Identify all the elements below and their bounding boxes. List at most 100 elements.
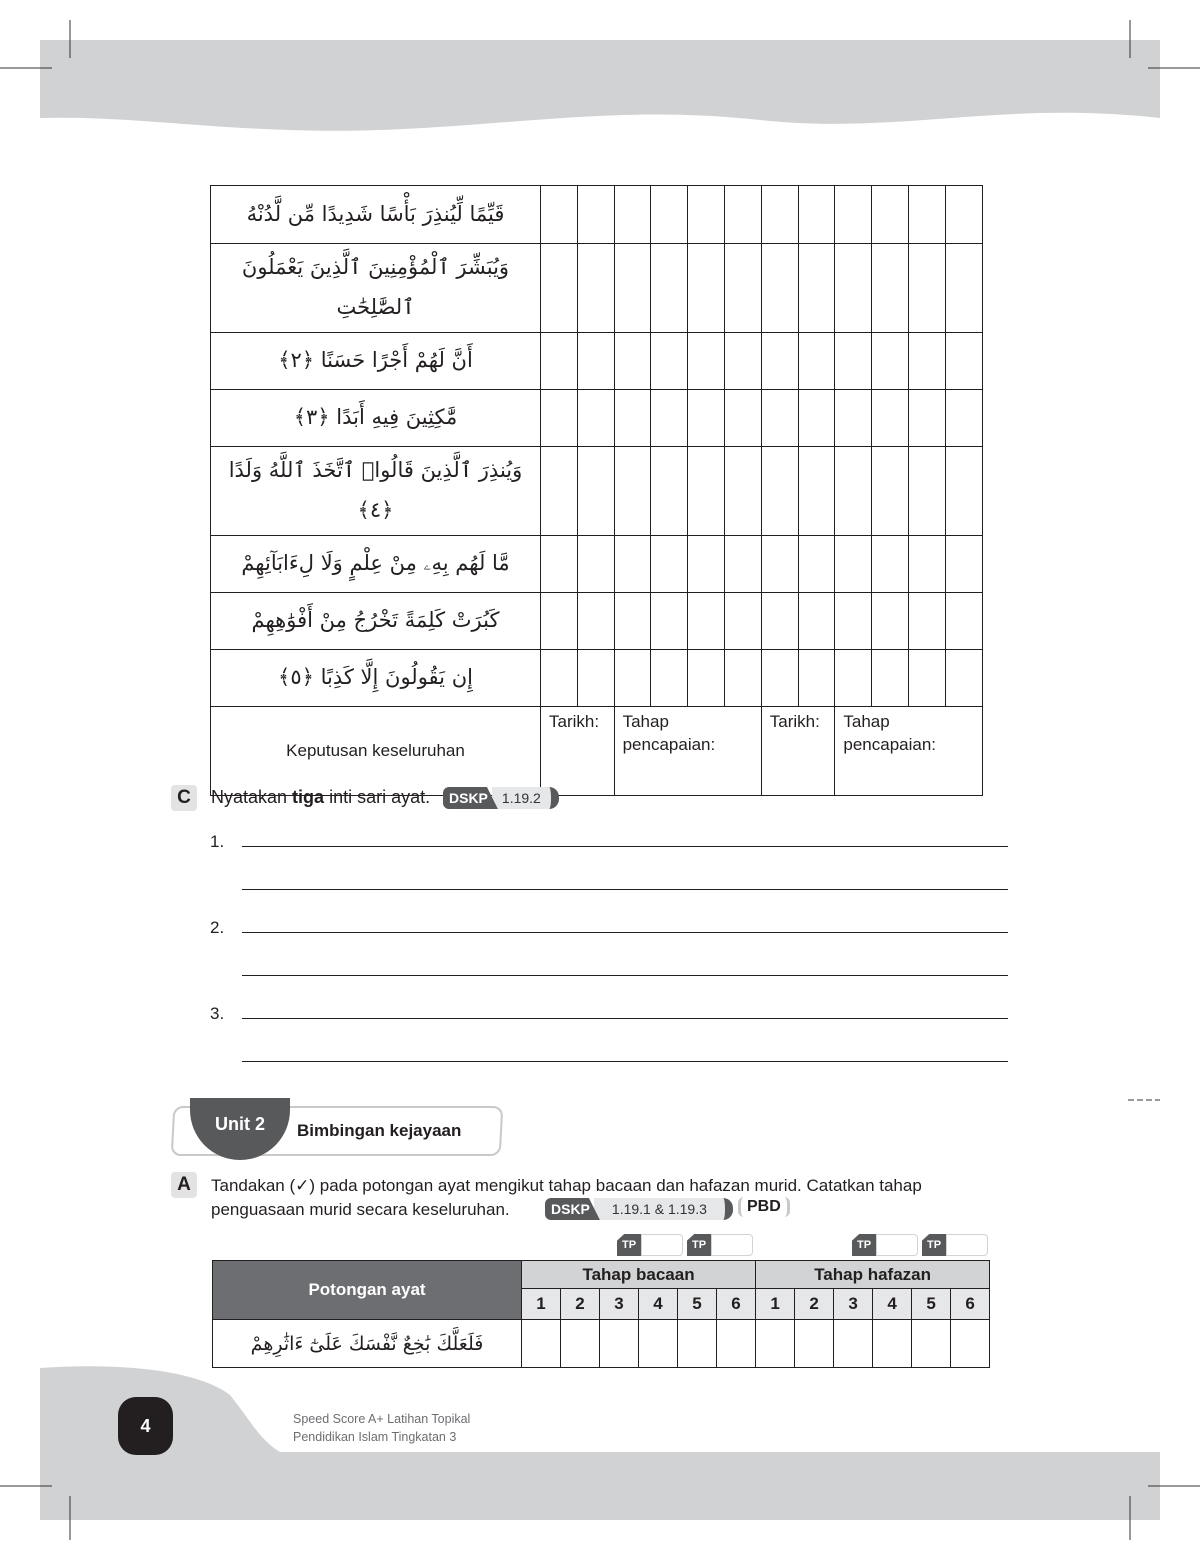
check-cell[interactable] — [760, 591, 799, 650]
check-cell[interactable] — [540, 648, 578, 707]
check-cell[interactable] — [650, 243, 689, 333]
check-cell[interactable] — [723, 591, 762, 650]
check-cell[interactable] — [871, 185, 909, 244]
date-field[interactable]: Tarikh: — [540, 705, 615, 796]
check-cell[interactable] — [944, 331, 983, 390]
check-cell[interactable] — [871, 445, 909, 536]
answer-line[interactable] — [242, 1018, 1008, 1019]
check-cell[interactable] — [650, 648, 689, 707]
answer-line[interactable] — [242, 975, 1008, 976]
check-cell[interactable] — [613, 591, 652, 650]
tp-box-hafazan-2[interactable]: TP — [922, 1234, 988, 1256]
check-cell[interactable] — [576, 388, 615, 447]
check-cell[interactable] — [687, 331, 725, 390]
check-cell[interactable] — [834, 648, 873, 707]
check-cell[interactable] — [613, 185, 652, 244]
answer-line[interactable] — [242, 889, 1008, 890]
check-cell[interactable] — [834, 445, 873, 536]
level-field[interactable]: Tahap pencapaian: — [834, 705, 983, 796]
check-cell[interactable] — [834, 185, 873, 244]
check-cell[interactable] — [911, 1319, 952, 1368]
check-cell[interactable] — [760, 534, 799, 593]
check-cell[interactable] — [576, 243, 615, 333]
check-cell[interactable] — [944, 534, 983, 593]
check-cell[interactable] — [797, 388, 836, 447]
level-field[interactable]: Tahap pencapaian: — [613, 705, 762, 796]
answer-line[interactable] — [242, 1061, 1008, 1062]
check-cell[interactable] — [613, 648, 652, 707]
check-cell[interactable] — [521, 1319, 561, 1368]
check-cell[interactable] — [907, 243, 946, 333]
check-cell[interactable] — [834, 331, 873, 390]
check-cell[interactable] — [638, 1319, 678, 1368]
check-cell[interactable] — [760, 331, 799, 390]
check-cell[interactable] — [871, 243, 909, 333]
check-cell[interactable] — [723, 388, 762, 447]
check-cell[interactable] — [540, 534, 578, 593]
check-cell[interactable] — [871, 534, 909, 593]
check-cell[interactable] — [755, 1319, 796, 1368]
check-cell[interactable] — [650, 331, 689, 390]
check-cell[interactable] — [723, 648, 762, 707]
check-cell[interactable] — [907, 534, 946, 593]
check-cell[interactable] — [650, 445, 689, 536]
check-cell[interactable] — [540, 331, 578, 390]
check-cell[interactable] — [650, 534, 689, 593]
check-cell[interactable] — [687, 185, 725, 244]
check-cell[interactable] — [797, 331, 836, 390]
check-cell[interactable] — [797, 591, 836, 650]
check-cell[interactable] — [760, 648, 799, 707]
check-cell[interactable] — [540, 445, 578, 536]
check-cell[interactable] — [540, 243, 578, 333]
check-cell[interactable] — [834, 534, 873, 593]
check-cell[interactable] — [613, 243, 652, 333]
check-cell[interactable] — [834, 243, 873, 333]
check-cell[interactable] — [613, 534, 652, 593]
check-cell[interactable] — [650, 388, 689, 447]
check-cell[interactable] — [797, 445, 836, 536]
check-cell[interactable] — [723, 185, 762, 244]
check-cell[interactable] — [687, 445, 725, 536]
check-cell[interactable] — [907, 445, 946, 536]
check-cell[interactable] — [613, 445, 652, 536]
check-cell[interactable] — [687, 388, 725, 447]
check-cell[interactable] — [576, 534, 615, 593]
check-cell[interactable] — [797, 185, 836, 244]
check-cell[interactable] — [950, 1319, 991, 1368]
check-cell[interactable] — [797, 648, 836, 707]
check-cell[interactable] — [907, 388, 946, 447]
check-cell[interactable] — [650, 591, 689, 650]
check-cell[interactable] — [871, 648, 909, 707]
check-cell[interactable] — [576, 185, 615, 244]
check-cell[interactable] — [540, 185, 578, 244]
check-cell[interactable] — [715, 1319, 757, 1368]
tp-box-hafazan-1[interactable]: TP — [852, 1234, 918, 1256]
check-cell[interactable] — [576, 648, 615, 707]
check-cell[interactable] — [687, 591, 725, 650]
check-cell[interactable] — [797, 243, 836, 333]
check-cell[interactable] — [760, 243, 799, 333]
date-field[interactable]: Tarikh: — [760, 705, 836, 796]
check-cell[interactable] — [723, 534, 762, 593]
check-cell[interactable] — [797, 534, 836, 593]
check-cell[interactable] — [687, 648, 725, 707]
check-cell[interactable] — [599, 1319, 639, 1368]
check-cell[interactable] — [560, 1319, 600, 1368]
check-cell[interactable] — [944, 243, 983, 333]
check-cell[interactable] — [576, 445, 615, 536]
check-cell[interactable] — [760, 185, 799, 244]
check-cell[interactable] — [907, 331, 946, 390]
check-cell[interactable] — [907, 591, 946, 650]
check-cell[interactable] — [613, 331, 652, 390]
answer-line[interactable] — [242, 846, 1008, 847]
check-cell[interactable] — [834, 591, 873, 650]
check-cell[interactable] — [540, 591, 578, 650]
answer-line[interactable] — [242, 932, 1008, 933]
check-cell[interactable] — [723, 243, 762, 333]
check-cell[interactable] — [794, 1319, 835, 1368]
check-cell[interactable] — [833, 1319, 874, 1368]
check-cell[interactable] — [540, 388, 578, 447]
check-cell[interactable] — [677, 1319, 717, 1368]
check-cell[interactable] — [613, 388, 652, 447]
check-cell[interactable] — [872, 1319, 913, 1368]
